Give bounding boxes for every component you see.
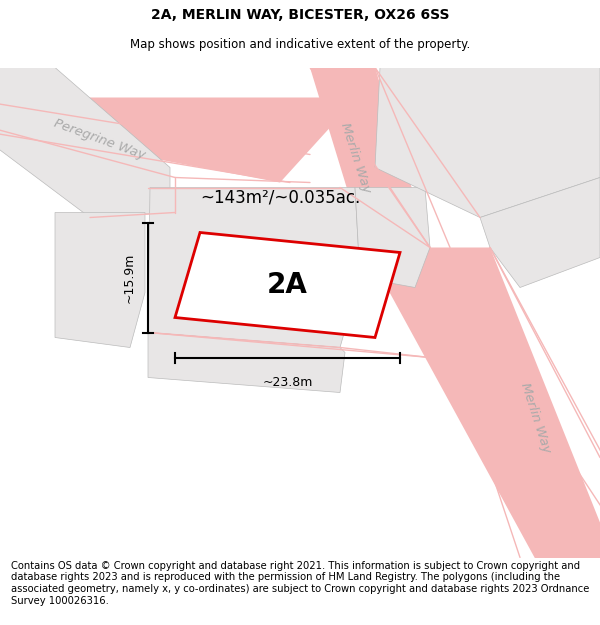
Polygon shape — [0, 98, 330, 182]
Text: Merlin Way: Merlin Way — [518, 381, 553, 454]
Text: Contains OS data © Crown copyright and database right 2021. This information is : Contains OS data © Crown copyright and d… — [11, 561, 589, 606]
Polygon shape — [310, 68, 430, 248]
Polygon shape — [55, 213, 145, 348]
Text: 2A, MERLIN WAY, BICESTER, OX26 6SS: 2A, MERLIN WAY, BICESTER, OX26 6SS — [151, 8, 449, 22]
Polygon shape — [375, 68, 600, 218]
Text: ~15.9m: ~15.9m — [123, 253, 136, 302]
Polygon shape — [480, 177, 600, 288]
Text: 2A: 2A — [267, 271, 308, 299]
Polygon shape — [175, 232, 400, 338]
Text: Merlin Way: Merlin Way — [338, 121, 373, 194]
Text: ~143m²/~0.035ac.: ~143m²/~0.035ac. — [200, 189, 360, 206]
Polygon shape — [365, 248, 600, 568]
Text: Map shows position and indicative extent of the property.: Map shows position and indicative extent… — [130, 38, 470, 51]
Polygon shape — [355, 188, 430, 288]
Text: Peregrine Way: Peregrine Way — [52, 117, 148, 162]
Polygon shape — [148, 332, 345, 392]
Polygon shape — [0, 68, 170, 218]
Polygon shape — [148, 188, 360, 348]
Text: ~23.8m: ~23.8m — [262, 376, 313, 389]
